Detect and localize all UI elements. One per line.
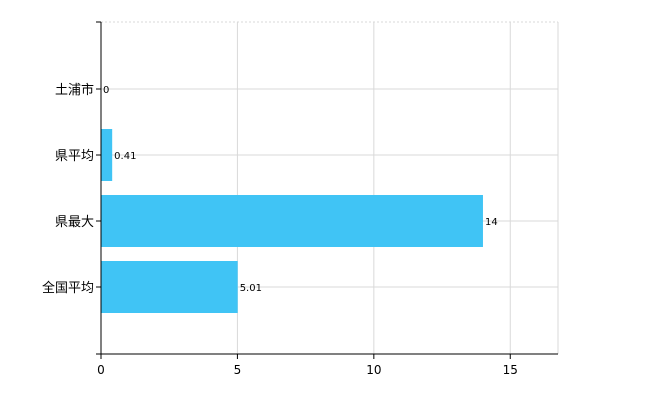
labels-layer: 0 土浦市 0.41 県平均 14 県最大 5.01 全国平均 0 5 10 15 xyxy=(42,82,518,377)
grid-layer xyxy=(101,21,559,354)
data-label: 0 xyxy=(103,85,109,96)
category-label: 県最大 xyxy=(55,215,94,230)
category-label: 県平均 xyxy=(55,149,94,164)
bar xyxy=(101,261,238,313)
x-tick-label: 15 xyxy=(503,363,518,377)
data-label: 5.01 xyxy=(240,283,262,294)
x-tick-label: 5 xyxy=(234,363,242,377)
x-tick-label: 0 xyxy=(97,363,105,377)
x-tick-label: 10 xyxy=(366,363,381,377)
axes-layer xyxy=(96,21,558,359)
bar xyxy=(101,195,483,247)
category-label: 土浦市 xyxy=(55,82,94,98)
data-label: 14 xyxy=(485,217,498,228)
bars-layer xyxy=(101,129,483,313)
bar xyxy=(101,129,113,181)
category-label: 全国平均 xyxy=(42,280,94,296)
data-label: 0.41 xyxy=(114,151,136,162)
